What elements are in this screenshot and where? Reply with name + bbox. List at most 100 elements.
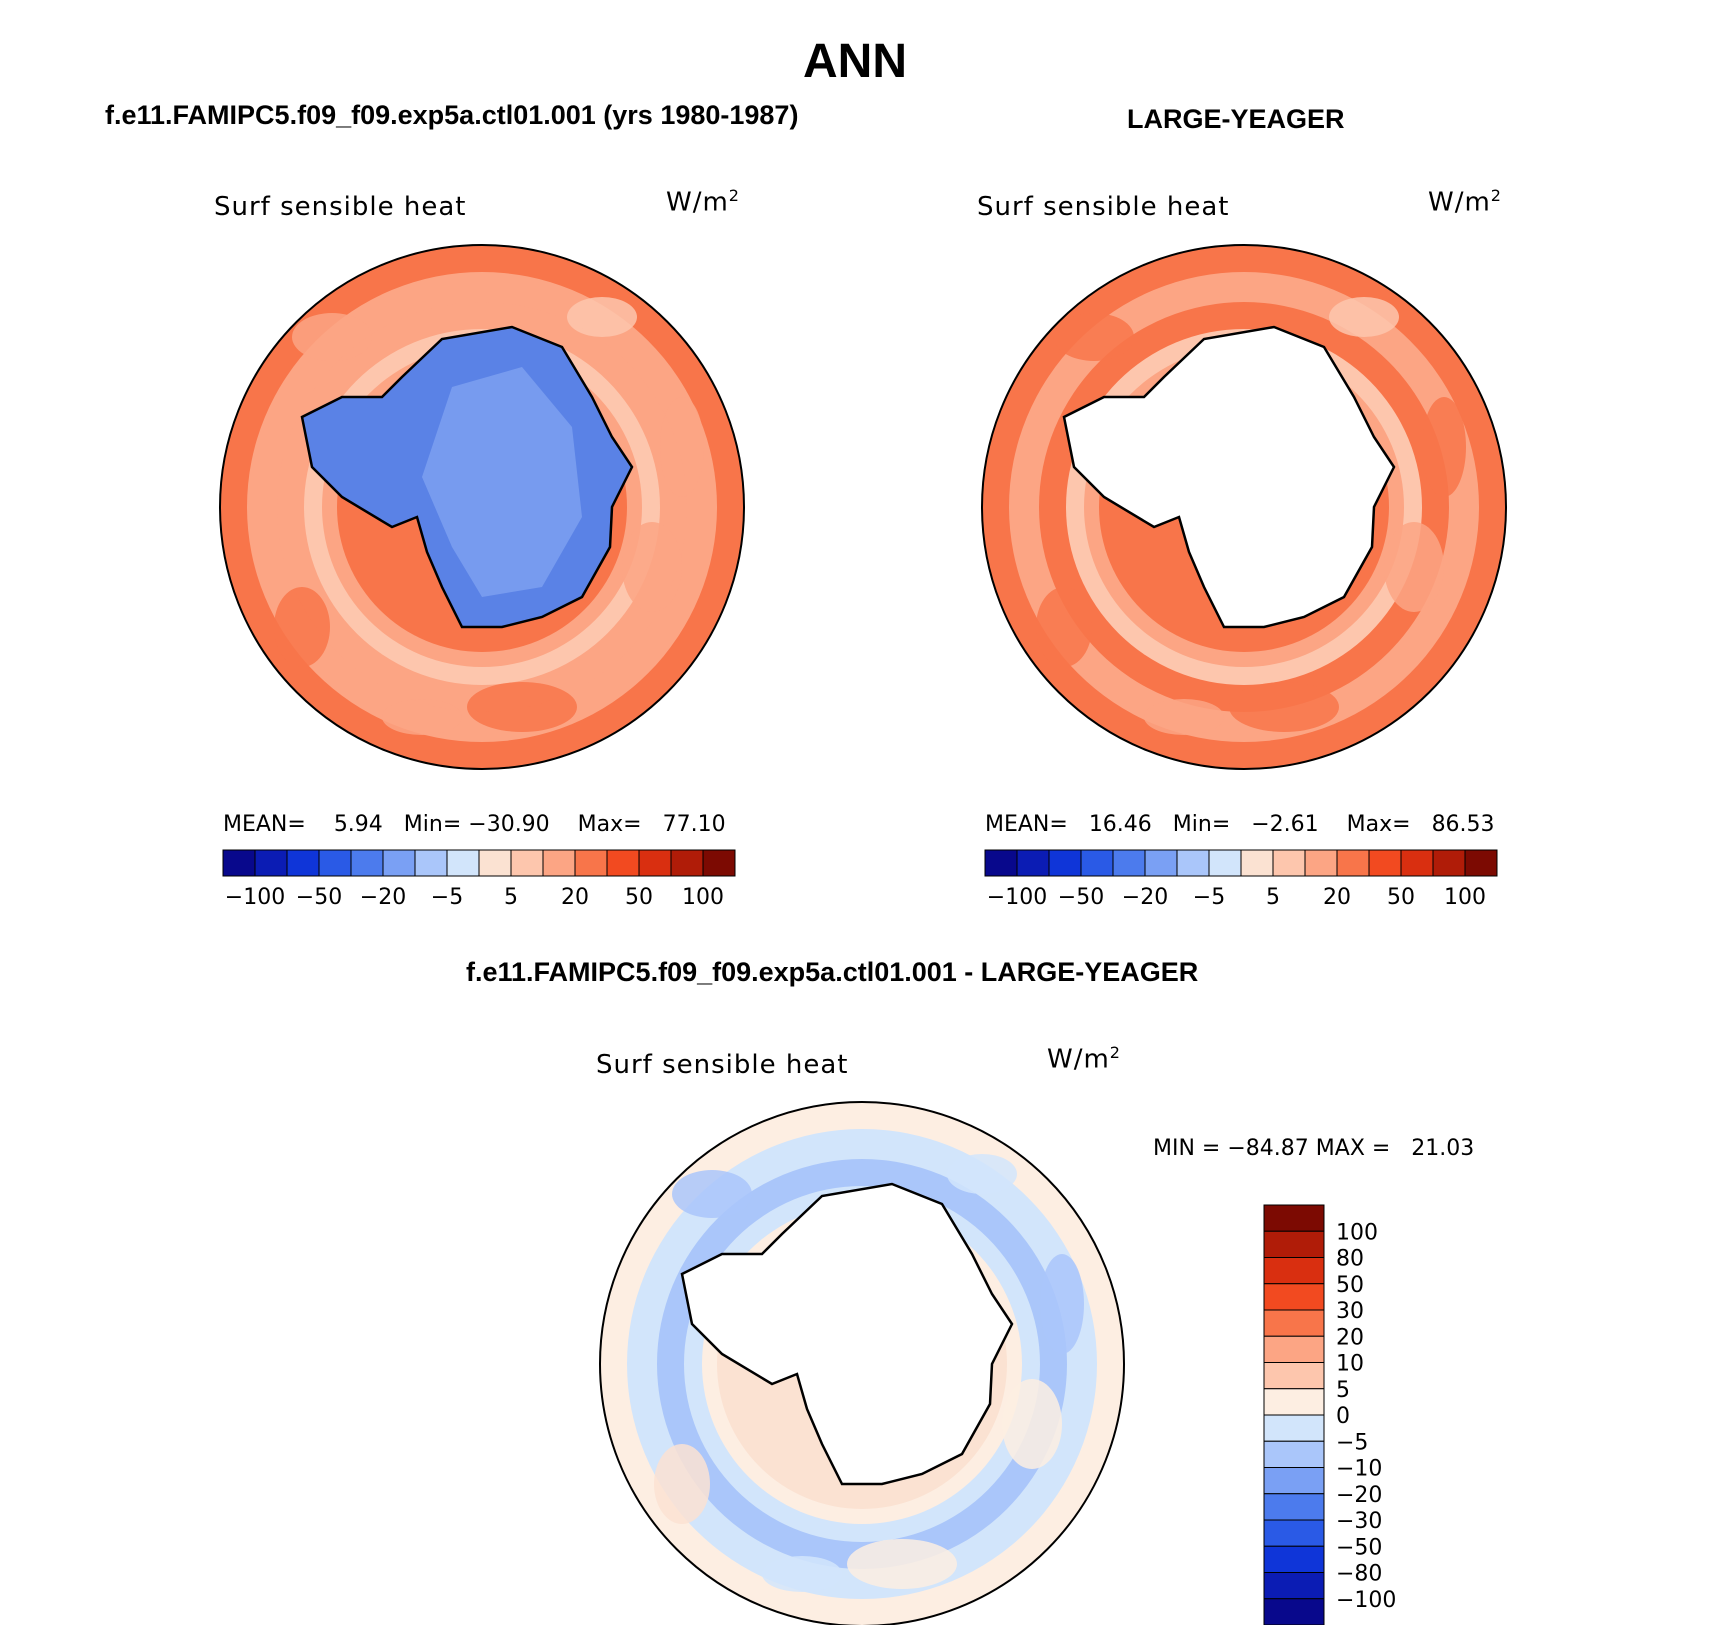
colorbar-swatch [1263, 1572, 1325, 1600]
colorbar-swatch [286, 849, 320, 877]
colorbar-tick-label: −20 [1336, 1483, 1382, 1508]
field-patch [660, 397, 704, 497]
colorbar-swatch [414, 849, 448, 877]
land-field-patch [422, 367, 582, 597]
colorbar-swatch [510, 849, 544, 877]
colorbar-swatch [670, 849, 704, 877]
colorbar-tick-label: 20 [1323, 885, 1351, 910]
colorbar-swatch [606, 849, 640, 877]
field-patch [1036, 587, 1092, 667]
colorbar-swatch [1263, 1493, 1325, 1521]
colorbar-swatch [1263, 1414, 1325, 1442]
field-patch [762, 1556, 842, 1592]
colorbar-tick-label: −50 [1058, 885, 1104, 910]
panel1-stats: MEAN= 5.94 Min= −30.90 Max= 77.10 [223, 812, 726, 837]
colorbar-tick-label: −80 [1336, 1562, 1382, 1587]
map-border [219, 244, 745, 770]
colorbar-swatch [574, 849, 608, 877]
colorbar-swatch [1176, 849, 1210, 877]
field-patch [292, 313, 372, 361]
colorbar-swatch [1263, 1545, 1325, 1573]
colorbar-swatch [1263, 1388, 1325, 1416]
panel3-polar-map [599, 1101, 1125, 1625]
panel2-stats: MEAN= 16.46 Min= −2.61 Max= 86.53 [985, 812, 1495, 837]
colorbar-swatch [1263, 1440, 1325, 1468]
panel3-units: W/m2 [1047, 1043, 1121, 1075]
field-patch [382, 699, 462, 735]
colorbar-swatch [1263, 1309, 1325, 1337]
colorbar-swatch [1112, 849, 1146, 877]
field-patch [947, 1154, 1017, 1194]
colorbar-swatch [1368, 849, 1402, 877]
colorbar-swatch [1304, 849, 1338, 877]
colorbar-tick-label: 10 [1336, 1352, 1364, 1377]
field-patch [1229, 682, 1339, 732]
colorbar-tick-label: 50 [625, 885, 653, 910]
colorbar-swatch [1263, 1467, 1325, 1495]
colorbar-swatch [1263, 1283, 1325, 1311]
colorbar-tick-label: 30 [1336, 1299, 1364, 1324]
colorbar-swatch [1208, 849, 1242, 877]
field-patch [672, 1170, 752, 1218]
colorbar-swatch [478, 849, 512, 877]
colorbar-swatch [1263, 1519, 1325, 1547]
colorbar-swatch [702, 849, 736, 877]
panel3-field-label: Surf sensible heat [596, 1050, 849, 1080]
colorbar-swatch [1263, 1204, 1325, 1232]
colorbar-tick-label: 5 [504, 885, 518, 910]
colorbar-swatch [1080, 849, 1114, 877]
colorbar-swatch [542, 849, 576, 877]
colorbar-swatch [984, 849, 1018, 877]
colorbar-tick-label: 50 [1387, 885, 1415, 910]
field-patch [1144, 699, 1224, 735]
panel1-field-label: Surf sensible heat [214, 192, 467, 222]
colorbar-tick-label: −5 [431, 885, 463, 910]
antarctica-coastline [1062, 325, 1396, 629]
colorbar-swatch [1272, 849, 1306, 877]
panel2-colorbar: −100 −50 −20 −5 5 20 50 100 [984, 849, 1498, 910]
field-patch [847, 1539, 957, 1589]
colorbar-tick-label: −100 [225, 885, 285, 910]
panel3-case-title: f.e11.FAMIPC5.f09_f09.exp5a.ctl01.001 - … [466, 957, 1199, 987]
colorbar-tick-label: −50 [1336, 1535, 1382, 1560]
field-patch [274, 587, 330, 667]
panel1-case-title: f.e11.FAMIPC5.f09_f09.exp5a.ctl01.001 (y… [105, 100, 799, 130]
colorbar-tick-label: −10 [1336, 1457, 1382, 1482]
panel1-units: W/m2 [666, 186, 740, 218]
panel2-field-label: Surf sensible heat [977, 192, 1230, 222]
field-patch [467, 682, 577, 732]
colorbar-swatch [350, 849, 384, 877]
field-patch [1329, 297, 1399, 337]
field-patch [1384, 522, 1444, 612]
colorbar-swatch [318, 849, 352, 877]
field-patch [654, 1444, 710, 1524]
colorbar-tick-label: −5 [1193, 885, 1225, 910]
field-patch [622, 522, 682, 612]
colorbar-tick-label: 50 [1336, 1273, 1364, 1298]
map-border [599, 1101, 1125, 1625]
colorbar-swatch [1144, 849, 1178, 877]
colorbar-swatch [638, 849, 672, 877]
field-patch [1054, 313, 1134, 361]
colorbar-tick-label: −20 [1122, 885, 1168, 910]
colorbar-tick-label: 100 [1444, 885, 1486, 910]
map-border [981, 244, 1507, 770]
colorbar-tick-label: 5 [1336, 1378, 1350, 1403]
colorbar-tick-label: 100 [682, 885, 724, 910]
panel1-polar-map [219, 244, 745, 770]
colorbar-swatch [1432, 849, 1466, 877]
colorbar-swatch [254, 849, 288, 877]
colorbar-tick-label: −20 [360, 885, 406, 910]
panel1-colorbar: −100 −50 −20 −5 5 20 50 100 [222, 849, 736, 910]
colorbar-tick-label: 100 [1336, 1220, 1378, 1245]
panel2-polar-map [981, 244, 1507, 770]
colorbar-swatch [1336, 849, 1370, 877]
colorbar-swatch [222, 849, 256, 877]
colorbar-swatch [1263, 1257, 1325, 1285]
panel2-case-title: LARGE-YEAGER [1127, 104, 1345, 134]
field-patch [1422, 397, 1466, 497]
antarctica-coastline [680, 1182, 1014, 1486]
field-patch [567, 297, 637, 337]
